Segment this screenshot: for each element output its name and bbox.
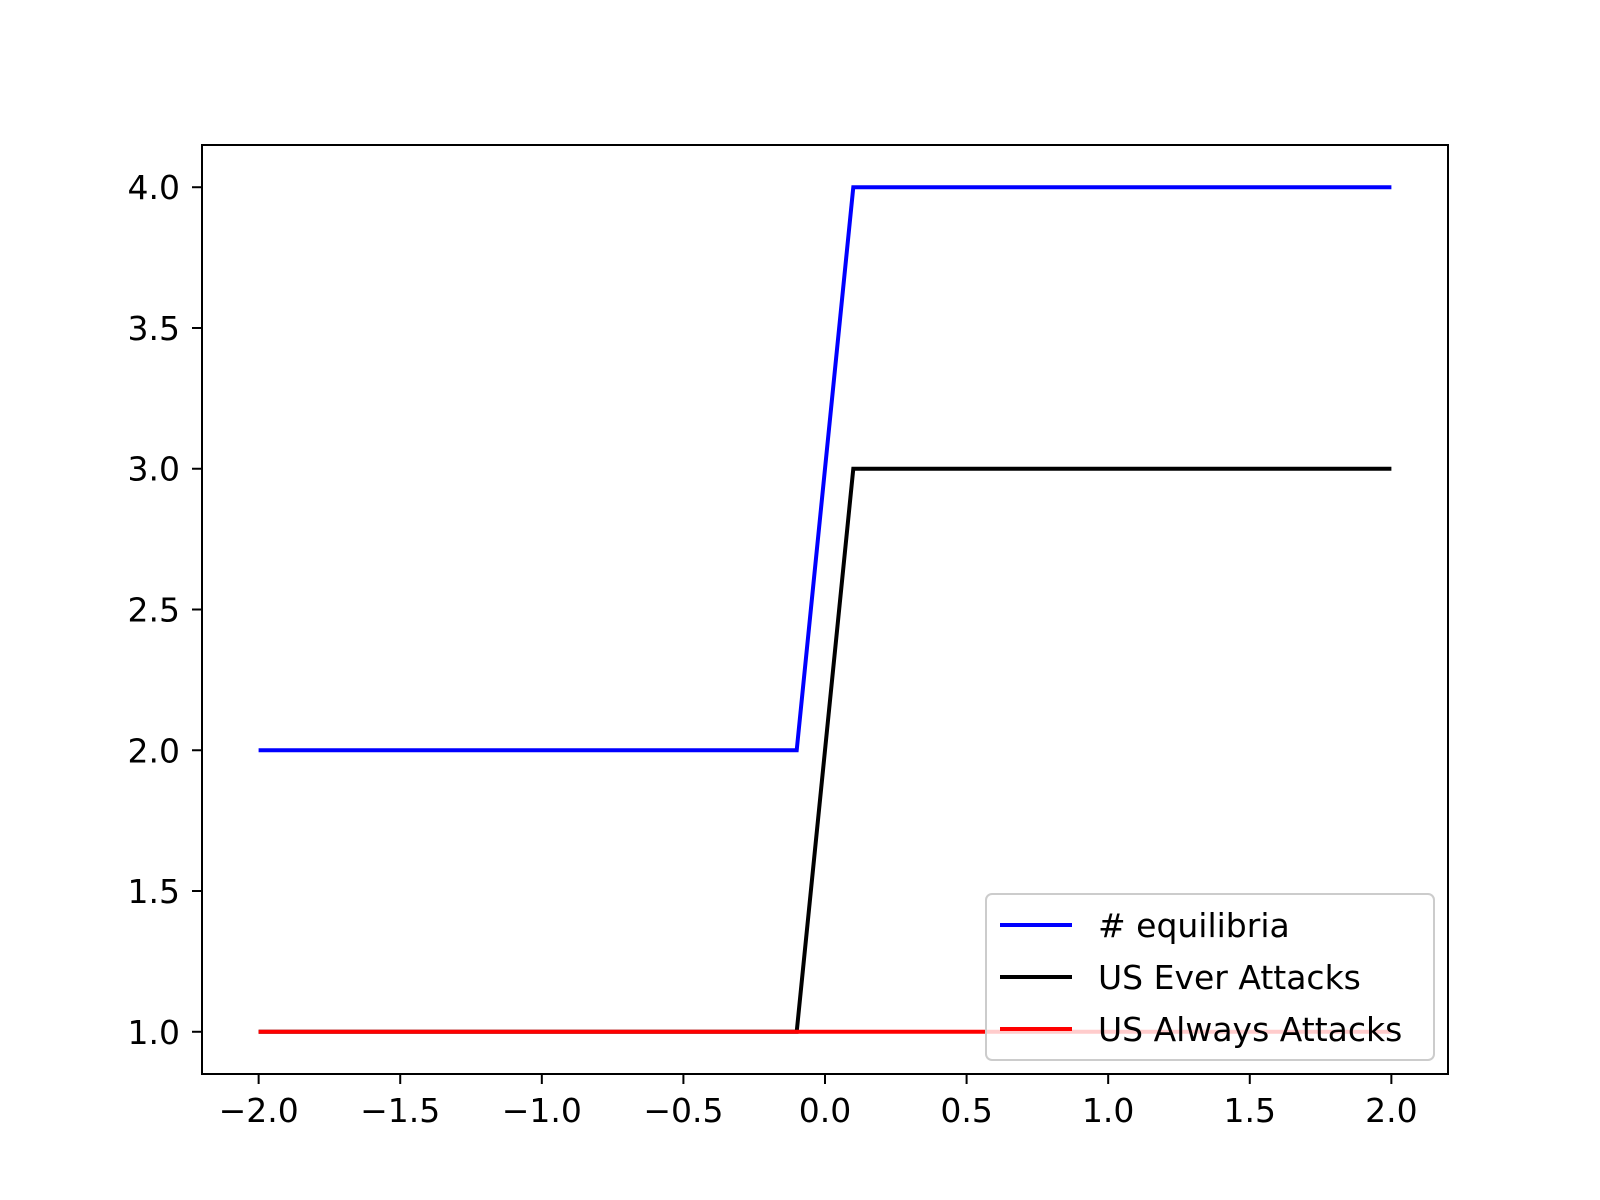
series-line-equilibria bbox=[258, 185, 1392, 753]
x-tick-label: 0.5 bbox=[940, 1091, 992, 1130]
x-tick-label: −1.5 bbox=[360, 1091, 440, 1130]
y-tick-label: 1.0 bbox=[128, 1013, 180, 1052]
legend-label: US Always Attacks bbox=[1098, 1010, 1402, 1049]
y-axis: 1.0 1.5 2.0 2.5 3.0 3.5 4.0 bbox=[128, 168, 202, 1052]
y-tick-label: 3.0 bbox=[128, 450, 180, 489]
x-tick-label: −1.0 bbox=[502, 1091, 582, 1130]
x-tick-label: 1.5 bbox=[1224, 1091, 1276, 1130]
y-tick-label: 2.5 bbox=[128, 591, 180, 630]
y-tick-label: 2.0 bbox=[128, 731, 180, 770]
legend-label: # equilibria bbox=[1098, 906, 1290, 945]
y-tick-label: 4.0 bbox=[128, 168, 180, 207]
legend-label: US Ever Attacks bbox=[1098, 958, 1361, 997]
x-tick-label: 1.0 bbox=[1082, 1091, 1134, 1130]
x-tick-label: −2.0 bbox=[219, 1091, 299, 1130]
x-tick-label: 0.0 bbox=[799, 1091, 851, 1130]
x-tick-label: 2.0 bbox=[1365, 1091, 1417, 1130]
y-tick-label: 3.5 bbox=[128, 309, 180, 348]
y-tick-label: 1.5 bbox=[128, 872, 180, 911]
legend: # equilibria US Ever Attacks US Always Att… bbox=[985, 893, 1435, 1061]
x-tick-label: −0.5 bbox=[643, 1091, 723, 1130]
x-axis: −2.0 −1.5 −1.0 −0.5 0.0 0.5 1.0 1.5 2.0 bbox=[219, 1074, 1418, 1130]
legend-box bbox=[985, 893, 1435, 1061]
